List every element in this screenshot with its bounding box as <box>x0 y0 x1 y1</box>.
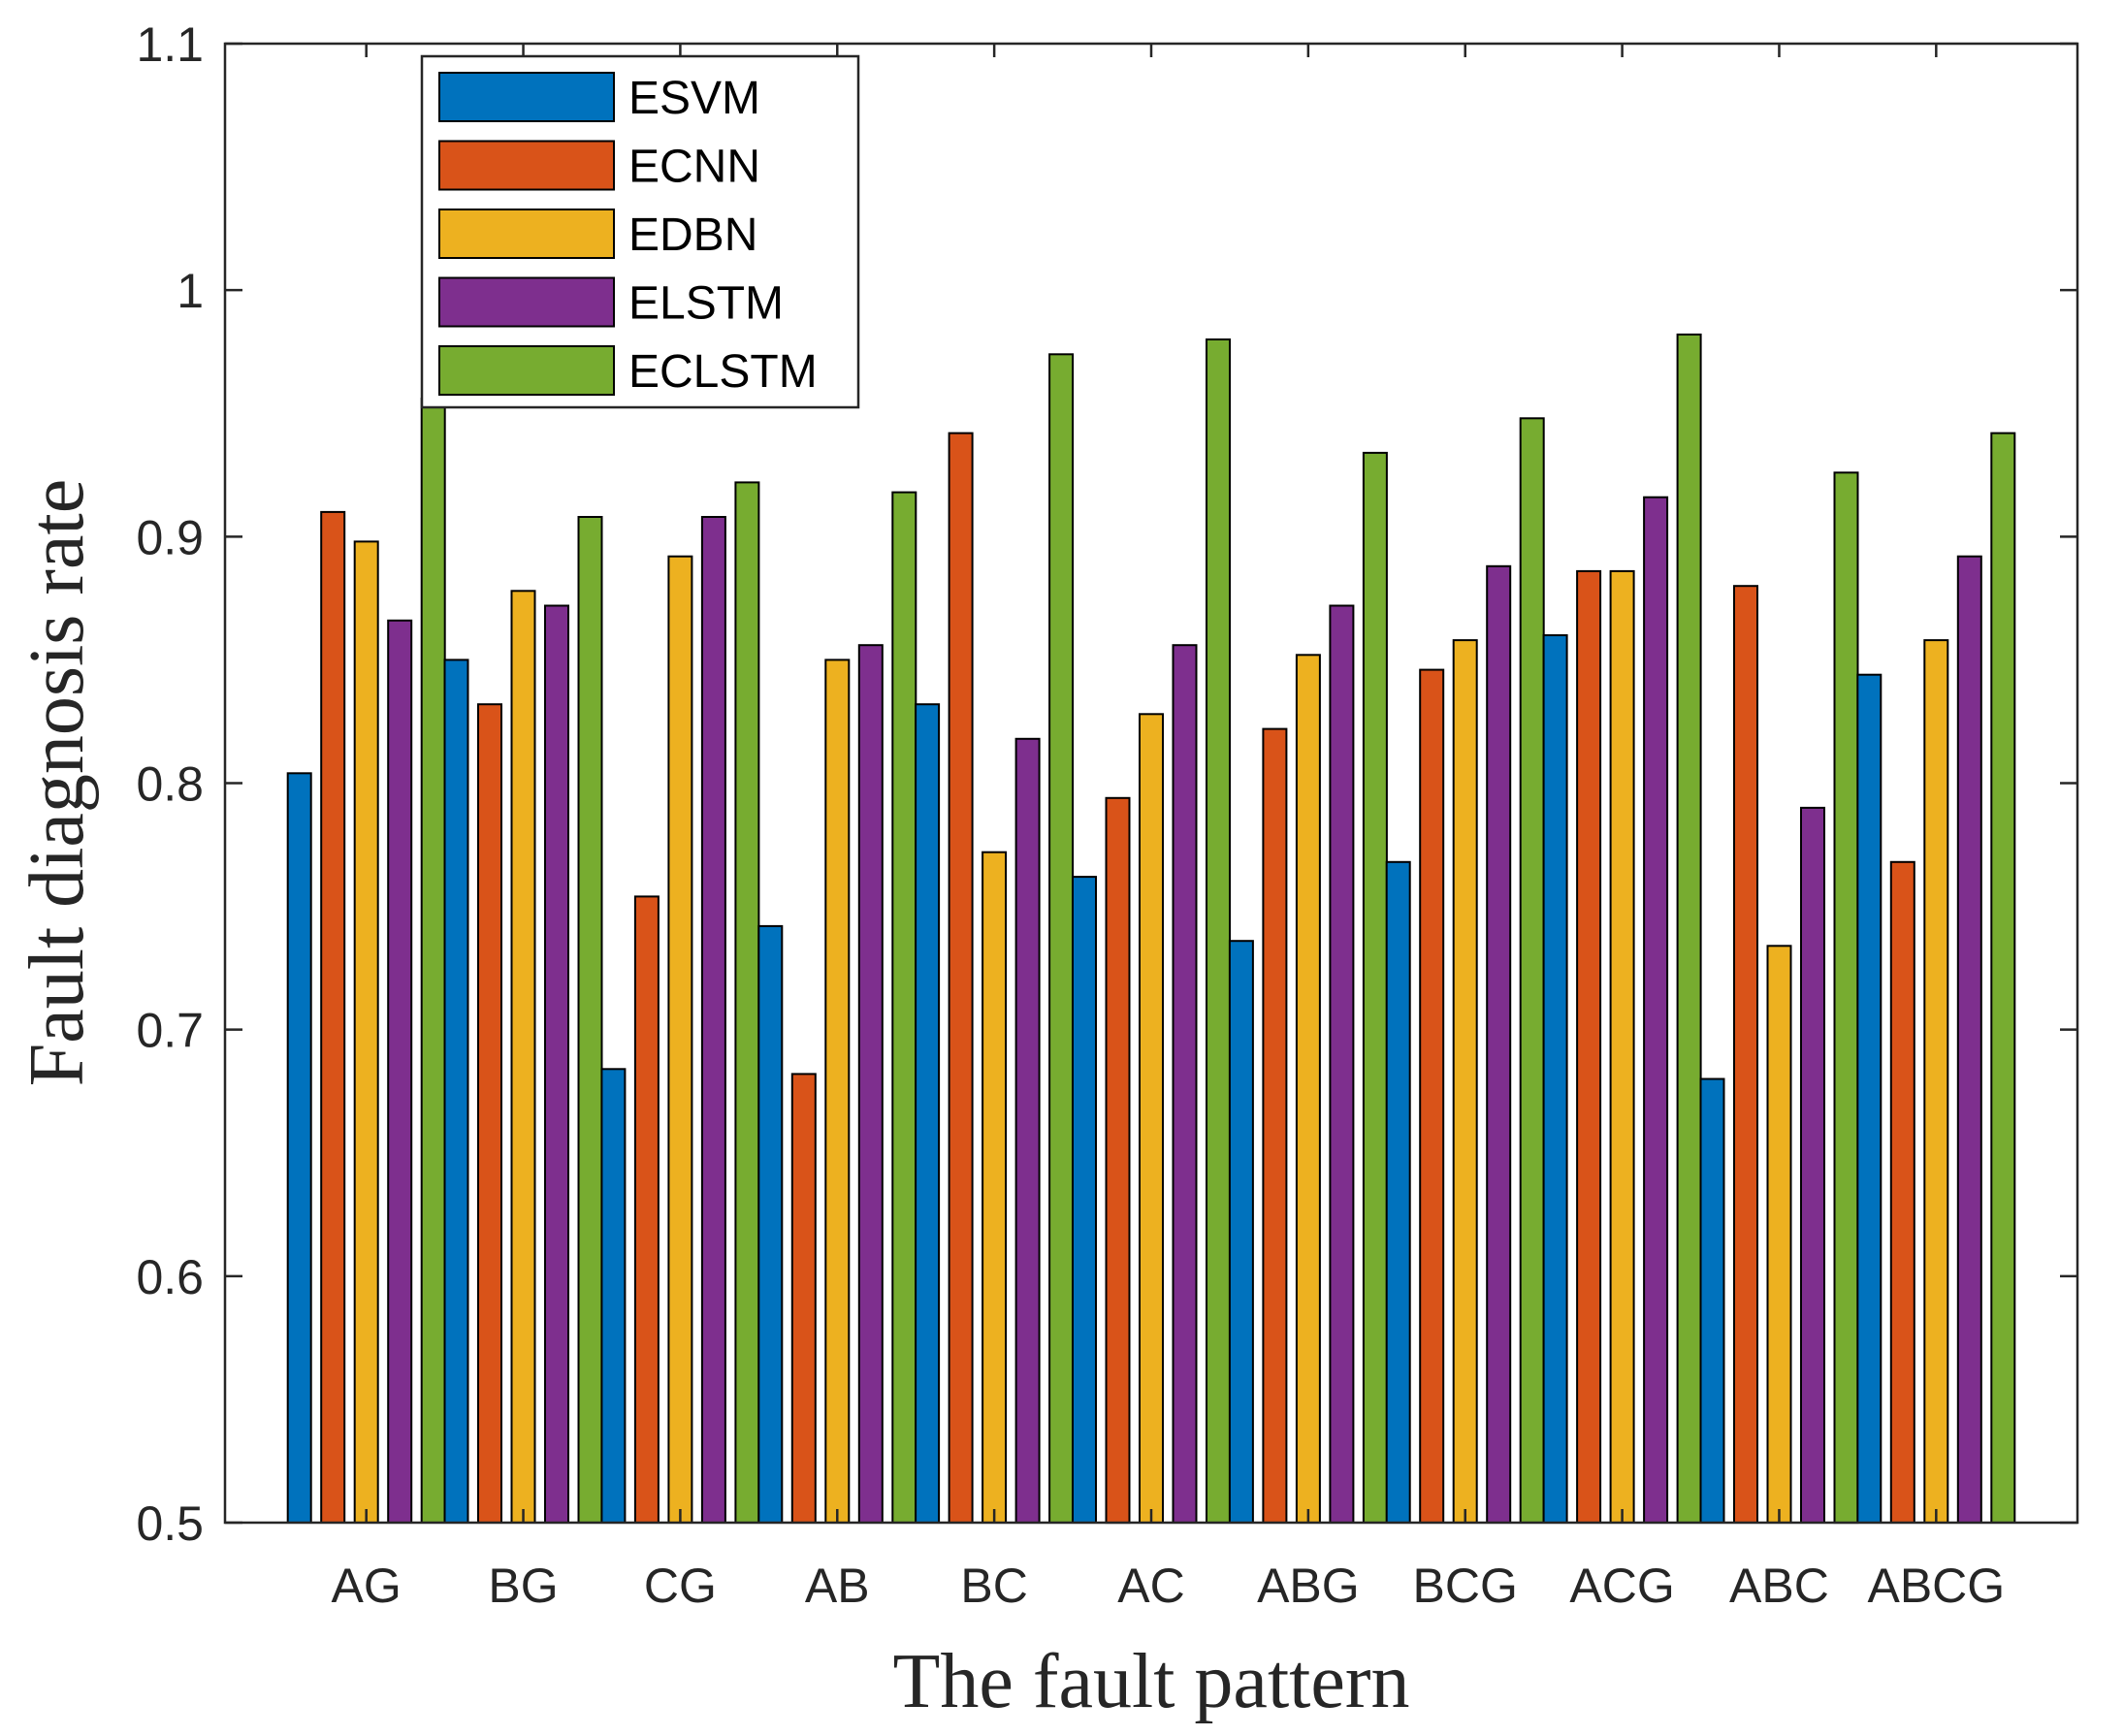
legend-swatch-ecnn <box>438 140 615 191</box>
bar-eclstm-abc <box>1833 471 1859 1525</box>
y-tick-label-5: 1 <box>177 264 204 318</box>
bar-esvm-abc <box>1699 1077 1725 1524</box>
bar-eclstm-cg <box>734 481 760 1524</box>
bar-eclstm-ag <box>420 398 446 1524</box>
x-tick-label-ac: AC <box>1117 1559 1184 1613</box>
bars-group <box>286 333 2016 1525</box>
legend-label-ecnn: ECNN <box>628 142 760 193</box>
bar-elstm-ag <box>387 619 413 1524</box>
bar-eclstm-bg <box>577 516 603 1524</box>
bar-esvm-bg <box>443 659 469 1524</box>
bar-elstm-bc <box>1014 737 1041 1524</box>
bar-ecnn-cg <box>633 895 660 1524</box>
x-tick-label-bc: BC <box>960 1559 1027 1613</box>
bar-edbn-abg <box>1295 654 1321 1524</box>
x-tick-label-cg: CG <box>644 1559 717 1613</box>
bar-elstm-ac <box>1172 644 1198 1524</box>
x-axis-title: The fault pattern <box>892 1639 1409 1724</box>
bar-elstm-bcg <box>1486 564 1512 1524</box>
bar-elstm-abg <box>1329 604 1355 1524</box>
x-tick-label-bcg: BCG <box>1413 1559 1518 1613</box>
bar-edbn-ac <box>1139 713 1164 1524</box>
bar-eclstm-ab <box>891 491 917 1525</box>
bar-ecnn-abc <box>1733 585 1758 1524</box>
bar-elstm-bg <box>544 604 569 1524</box>
bar-esvm-bc <box>915 703 941 1524</box>
bar-elstm-cg <box>700 516 726 1524</box>
y-tick-label-1: 0.6 <box>136 1250 204 1304</box>
bar-esvm-cg <box>600 1068 627 1525</box>
bar-ecnn-acg <box>1576 569 1602 1524</box>
bar-esvm-ag <box>286 772 312 1524</box>
plot-frame <box>223 42 2079 1525</box>
bar-edbn-bc <box>982 851 1008 1524</box>
legend-label-elstm: ELSTM <box>628 278 784 330</box>
bar-edbn-acg <box>1609 569 1635 1524</box>
y-axis-title: Fault diagnosis rate <box>15 479 100 1087</box>
bar-ecnn-ag <box>320 510 346 1524</box>
bar-esvm-acg <box>1542 634 1568 1524</box>
bar-eclstm-abg <box>1362 451 1388 1524</box>
bar-eclstm-bcg <box>1519 417 1545 1524</box>
bar-eclstm-abcg <box>1990 432 2016 1525</box>
legend-swatch-esvm <box>438 72 615 122</box>
legend-label-esvm: ESVM <box>628 73 760 124</box>
x-tick-label-ag: AG <box>332 1559 402 1613</box>
y-tick-label-6: 1.1 <box>136 17 204 72</box>
bar-esvm-bcg <box>1385 860 1411 1524</box>
y-tick-labels: 0.5 0.6 0.7 0.8 0.9 1 1.1 <box>136 17 204 1551</box>
bar-ecnn-ac <box>1105 796 1131 1525</box>
bar-elstm-abc <box>1800 806 1825 1524</box>
bar-edbn-cg <box>667 555 693 1524</box>
bar-edbn-abc <box>1766 945 1792 1524</box>
x-tick-label-abcg: ABCG <box>1867 1559 2005 1613</box>
y-tick-label-3: 0.8 <box>136 757 204 812</box>
x-tick-label-abg: ABG <box>1257 1559 1360 1613</box>
bar-elstm-ab <box>857 644 884 1524</box>
bar-elstm-acg <box>1643 496 1669 1525</box>
bar-ecnn-ab <box>790 1073 817 1525</box>
x-tick-label-bg: BG <box>488 1559 558 1613</box>
bar-edbn-bg <box>510 590 536 1524</box>
y-tick-label-2: 0.7 <box>136 1004 204 1058</box>
bar-esvm-ab <box>757 924 784 1524</box>
bar-edbn-bcg <box>1452 639 1478 1524</box>
bar-esvm-abcg <box>1856 673 1883 1524</box>
legend: ESVM ECNN EDBN ELSTM ECLSTM <box>420 54 860 409</box>
y-tick-label-4: 0.9 <box>136 510 204 564</box>
bar-ecnn-abcg <box>1889 860 1915 1524</box>
bar-esvm-ac <box>1072 876 1097 1524</box>
x-tick-label-abc: ABC <box>1729 1559 1829 1613</box>
x-tick-label-ab: AB <box>805 1559 870 1613</box>
bar-eclstm-bc <box>1048 353 1075 1524</box>
bar-elstm-abcg <box>1956 555 1982 1524</box>
bar-ecnn-bc <box>948 432 974 1525</box>
y-tick-label-0: 0.5 <box>136 1496 204 1551</box>
bar-ecnn-bcg <box>1419 668 1445 1524</box>
bar-edbn-ab <box>824 659 851 1524</box>
legend-swatch-edbn <box>438 209 615 259</box>
legend-swatch-eclstm <box>438 345 615 396</box>
x-tick-label-acg: ACG <box>1569 1559 1674 1613</box>
bar-eclstm-ac <box>1206 338 1231 1524</box>
legend-swatch-elstm <box>438 276 615 328</box>
bar-ecnn-bg <box>477 703 502 1524</box>
bar-edbn-ag <box>353 540 379 1524</box>
x-tick-labels: AG BG CG AB BC AC ABG BCG ACG ABC ABCG <box>332 1559 2006 1613</box>
legend-label-eclstm: ECLSTM <box>628 346 818 398</box>
bar-edbn-abcg <box>1923 639 1949 1524</box>
bar-eclstm-acg <box>1676 333 1702 1524</box>
bar-ecnn-abg <box>1262 727 1288 1524</box>
bar-esvm-abg <box>1228 940 1254 1524</box>
legend-label-edbn: EDBN <box>628 209 757 261</box>
